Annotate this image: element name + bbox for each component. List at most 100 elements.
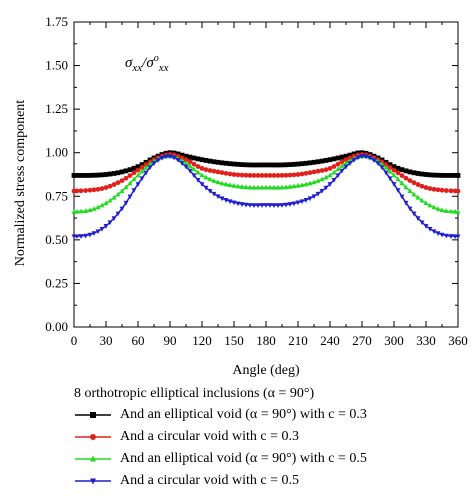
data-point: [379, 165, 385, 171]
data-point: [339, 168, 345, 174]
data-point: [195, 178, 201, 183]
series-group: [71, 150, 461, 240]
data-point: [427, 202, 433, 208]
data-point: [107, 220, 113, 226]
data-point: [331, 156, 337, 162]
data-point: [403, 168, 409, 174]
data-point: [263, 172, 269, 178]
data-point: [171, 155, 177, 161]
data-point: [219, 170, 225, 176]
data-point: [431, 186, 437, 192]
data-point: [263, 162, 269, 168]
data-point: [443, 188, 449, 193]
data-point: [335, 161, 341, 167]
data-point: [143, 164, 149, 170]
data-point: [123, 184, 129, 190]
data-point: [71, 172, 77, 178]
data-point: [203, 167, 209, 173]
data-point: [267, 172, 273, 178]
data-point: [199, 182, 205, 187]
legend-entries: And an elliptical void (α = 90°) with c …: [74, 404, 464, 492]
chart-annotation: σxx/σoxx: [125, 53, 169, 74]
annotation-subscript: xx: [158, 62, 169, 74]
data-point: [407, 206, 413, 212]
data-point: [191, 161, 197, 167]
data-point: [315, 159, 321, 165]
data-point: [139, 165, 145, 170]
data-point: [78, 173, 84, 178]
data-point: [423, 185, 429, 190]
data-point: [379, 161, 385, 167]
data-point: [343, 164, 349, 170]
data-point: [235, 201, 241, 207]
data-point: [387, 165, 393, 170]
data-point: [407, 178, 413, 184]
y-tick-label: 1.00: [45, 145, 68, 160]
data-point: [195, 156, 201, 162]
data-point: [90, 478, 96, 485]
x-tick-label: 180: [256, 333, 276, 348]
data-point: [255, 203, 261, 209]
data-point: [219, 160, 225, 166]
data-point: [287, 172, 293, 178]
data-point: [415, 216, 421, 222]
data-point: [123, 168, 129, 174]
data-point: [90, 434, 96, 440]
x-tick-label: 240: [320, 333, 340, 348]
data-point: [207, 168, 213, 173]
data-point: [275, 162, 281, 168]
data-point: [131, 165, 137, 171]
data-point: [323, 174, 329, 180]
data-point: [439, 187, 445, 193]
data-point: [187, 154, 193, 160]
data-point: [347, 161, 353, 167]
data-point: [187, 159, 193, 165]
data-point: [407, 169, 413, 175]
data-point: [299, 182, 305, 188]
data-point: [351, 158, 357, 163]
data-point: [151, 161, 157, 167]
data-point: [251, 203, 257, 209]
data-point: [299, 161, 305, 167]
data-point: [452, 172, 458, 178]
y-tick-label: 0.50: [45, 232, 68, 247]
annotation-subscript: xx: [131, 62, 142, 74]
data-point: [107, 171, 113, 177]
legend-heading: 8 orthotropic elliptical inclusions (α =…: [74, 386, 315, 401]
data-point: [263, 203, 269, 208]
data-point: [99, 226, 105, 232]
legend-entry: And a circular void with c = 0.5: [74, 470, 464, 492]
data-point: [247, 203, 253, 208]
data-point: [74, 208, 80, 214]
data-point: [183, 153, 189, 159]
data-point: [91, 187, 97, 193]
data-point: [399, 194, 405, 200]
data-point: [219, 180, 225, 186]
data-point: [419, 171, 425, 177]
data-point: [391, 164, 397, 170]
data-point: [303, 160, 309, 166]
data-point: [87, 232, 93, 238]
x-tick-label: 30: [100, 333, 113, 348]
data-point: [263, 184, 269, 190]
data-point: [435, 172, 441, 178]
data-point: [319, 168, 325, 173]
data-point: [78, 208, 84, 214]
series-4: [71, 154, 461, 240]
data-point: [411, 211, 417, 217]
data-point: [448, 234, 454, 239]
data-point: [255, 162, 261, 168]
data-point: [95, 172, 101, 178]
data-point: [131, 176, 137, 182]
data-point: [199, 166, 205, 171]
data-point: [287, 162, 293, 167]
data-point: [103, 224, 109, 229]
legend-entry: And an elliptical void (α = 90°) with c …: [74, 448, 464, 470]
data-point: [311, 194, 317, 200]
data-point: [455, 234, 461, 240]
data-point: [307, 196, 313, 202]
data-point: [139, 176, 145, 182]
data-point: [131, 188, 137, 194]
data-point: [375, 161, 381, 167]
data-point: [243, 162, 249, 168]
